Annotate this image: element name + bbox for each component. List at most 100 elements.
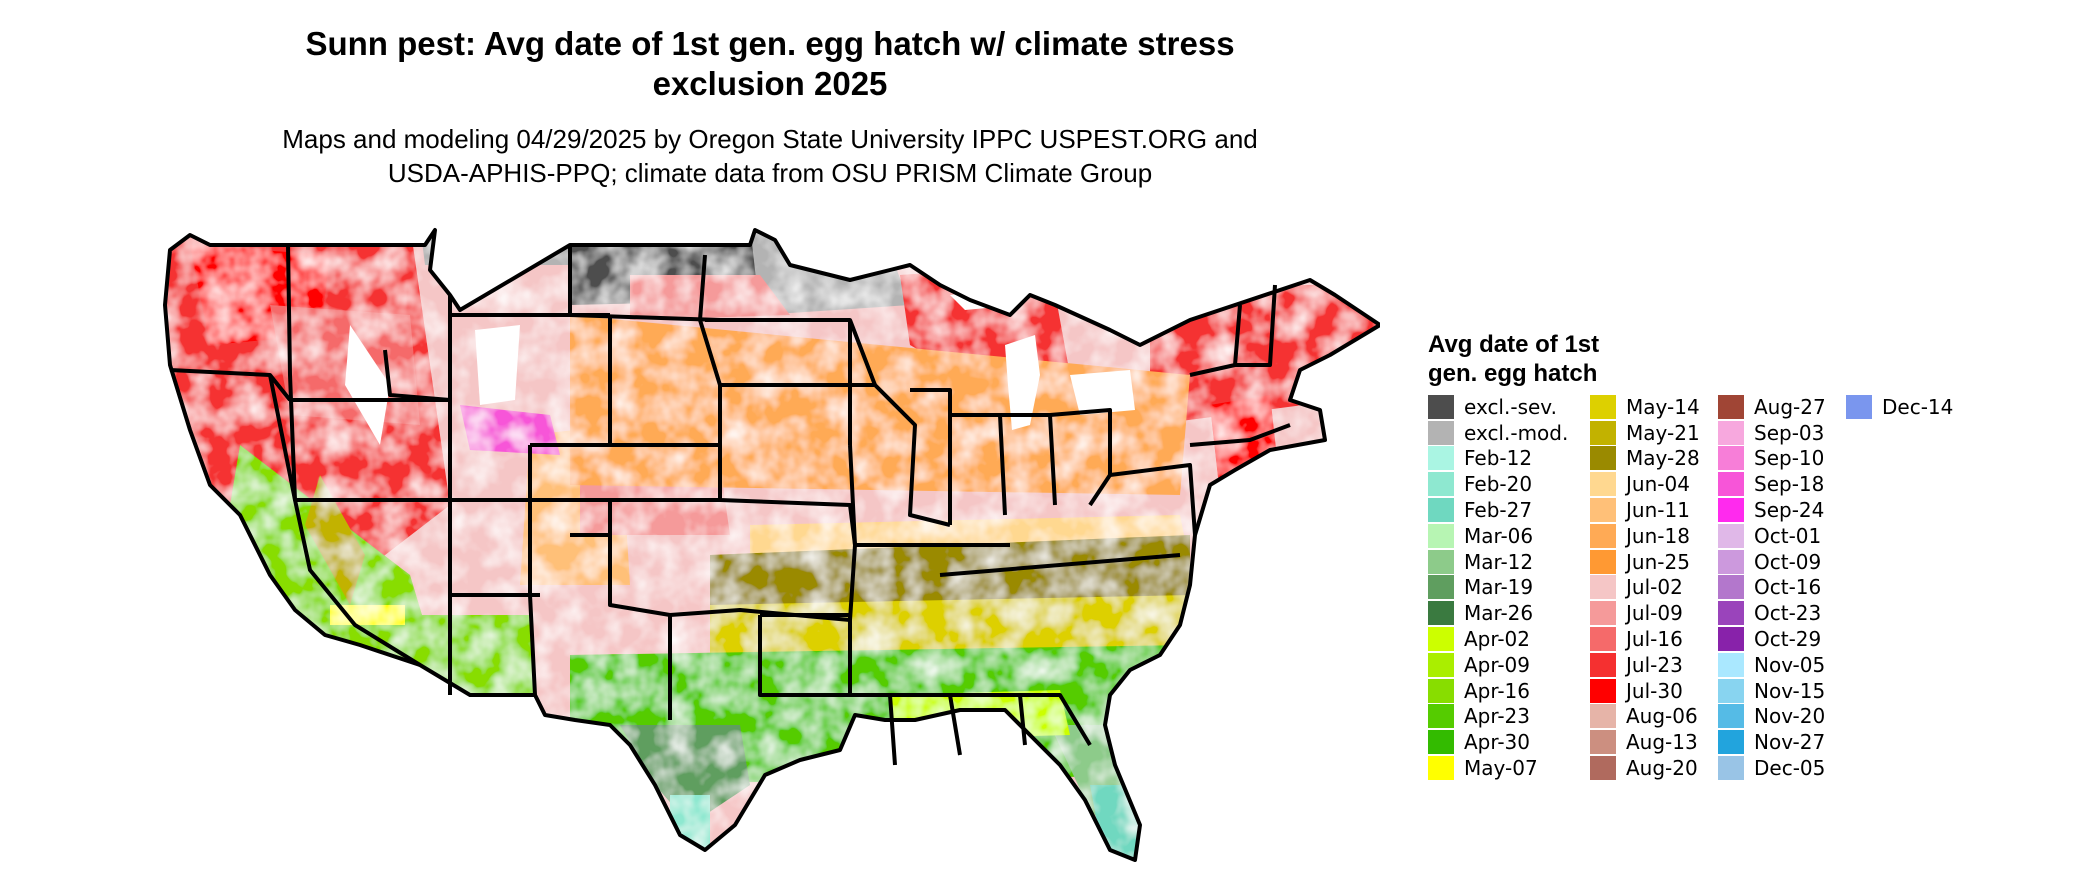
legend-column: Aug-27 Sep-03 Sep-10 Sep-18 Sep-24 Oct-01 Oct-…: [1718, 394, 1826, 781]
subtitle-line-2: USDA-APHIS-PPQ; climate data from OSU PR…: [387, 158, 1153, 188]
legend-item: Oct-09: [1718, 549, 1826, 575]
legend-item: excl.-sev.: [1428, 394, 1568, 420]
legend-swatch: [1718, 627, 1744, 652]
legend-swatch: [1428, 756, 1454, 781]
legend-item: Sep-24: [1718, 497, 1826, 523]
legend-item: Jul-09: [1590, 600, 1700, 626]
legend-item: Aug-06: [1590, 704, 1700, 730]
legend-label: excl.-sev.: [1464, 394, 1557, 419]
legend-label: Apr-30: [1464, 730, 1530, 755]
legend-item: Jun-04: [1590, 471, 1700, 497]
legend-label: Aug-13: [1626, 730, 1698, 755]
legend-swatch: [1428, 549, 1454, 574]
legend-label: Aug-27: [1754, 394, 1826, 419]
legend-swatch: [1428, 446, 1454, 471]
legend-swatch: [1718, 756, 1744, 781]
legend-label: May-28: [1626, 446, 1700, 471]
legend-item: May-14: [1590, 394, 1700, 420]
legend-item: Apr-23: [1428, 704, 1568, 730]
legend-label: Dec-14: [1882, 394, 1954, 419]
legend-item: Mar-19: [1428, 575, 1568, 601]
legend-swatch: [1718, 549, 1744, 574]
title-line-1: Sunn pest: Avg date of 1st gen. egg hatc…: [305, 25, 1235, 62]
legend-swatch: [1590, 523, 1616, 548]
legend-swatch: [1718, 730, 1744, 755]
legend-label: Jul-16: [1626, 627, 1683, 652]
legend-swatch: [1590, 575, 1616, 600]
legend-label: May-21: [1626, 420, 1700, 445]
legend-label: Apr-09: [1464, 652, 1530, 677]
legend-label: Mar-26: [1464, 601, 1534, 626]
legend-label: Mar-12: [1464, 549, 1534, 574]
legend-item: Jun-25: [1590, 549, 1700, 575]
legend-item: Nov-27: [1718, 729, 1826, 755]
legend-label: Dec-05: [1754, 756, 1826, 781]
legend-item: Sep-03: [1718, 420, 1826, 446]
legend-swatch: [1428, 394, 1454, 419]
legend-item: Oct-16: [1718, 575, 1826, 601]
legend-label: Oct-23: [1754, 601, 1822, 626]
legend-swatch: [1718, 420, 1744, 445]
legend-item: Nov-20: [1718, 704, 1826, 730]
legend-label: Oct-09: [1754, 549, 1822, 574]
legend-label: Jul-30: [1626, 678, 1683, 703]
legend-label: Apr-23: [1464, 704, 1530, 729]
legend-swatch: [1590, 730, 1616, 755]
legend-swatch: [1590, 498, 1616, 523]
legend-item: May-07: [1428, 755, 1568, 781]
legend-swatch: [1428, 498, 1454, 523]
legend-swatch: [1718, 652, 1744, 677]
legend-label: Jul-23: [1626, 652, 1683, 677]
title-line-2: exclusion 2025: [652, 65, 888, 102]
legend-label: Nov-15: [1754, 678, 1826, 703]
legend-item: Dec-05: [1718, 755, 1826, 781]
lake-huron-erie: [1070, 370, 1135, 415]
legend-item: Nov-05: [1718, 652, 1826, 678]
legend-label: Sep-03: [1754, 420, 1825, 445]
legend-swatch: [1718, 446, 1744, 471]
legend-label: Feb-12: [1464, 446, 1533, 471]
legend-item: Jul-16: [1590, 626, 1700, 652]
legend-label: Jul-02: [1626, 575, 1683, 600]
legend-item: Mar-12: [1428, 549, 1568, 575]
legend-swatch: [1428, 678, 1454, 703]
legend-title-line-1: Avg date of 1st: [1428, 331, 1600, 358]
legend-swatch: [1590, 394, 1616, 419]
legend-label: Aug-20: [1626, 756, 1698, 781]
legend-label: Mar-06: [1464, 523, 1534, 548]
legend-swatch: [1590, 627, 1616, 652]
legend-swatch: [1428, 627, 1454, 652]
legend-item: Sep-10: [1718, 446, 1826, 472]
legend-item: Jul-23: [1590, 652, 1700, 678]
legend-label: Mar-19: [1464, 575, 1534, 600]
legend-label: Oct-01: [1754, 523, 1822, 548]
legend-item: Mar-26: [1428, 600, 1568, 626]
legend-item: Jul-30: [1590, 678, 1700, 704]
legend-label: Sep-18: [1754, 472, 1825, 497]
map-subtitle: Maps and modeling 04/29/2025 by Oregon S…: [190, 122, 1350, 190]
legend-label: Sep-24: [1754, 498, 1825, 523]
legend-swatch: [1428, 575, 1454, 600]
legend-swatch: [1718, 704, 1744, 729]
legend-item: Oct-01: [1718, 523, 1826, 549]
legend-item: Nov-15: [1718, 678, 1826, 704]
legend-item: Feb-20: [1428, 471, 1568, 497]
legend-label: Jul-09: [1626, 601, 1683, 626]
legend-swatch: [1428, 523, 1454, 548]
legend-item: Dec-14: [1846, 394, 1953, 420]
legend-label: Sep-10: [1754, 446, 1825, 471]
legend-label: Oct-16: [1754, 575, 1822, 600]
us-egg-hatch-map: [163, 228, 1380, 862]
legend-item: Sep-18: [1718, 471, 1826, 497]
legend-title: Avg date of 1st gen. egg hatch: [1428, 330, 1599, 388]
legend-swatch: [1428, 472, 1454, 497]
legend-item: Apr-09: [1428, 652, 1568, 678]
legend-item: Apr-16: [1428, 678, 1568, 704]
legend-label: Aug-06: [1626, 704, 1698, 729]
legend-swatch: [1590, 601, 1616, 626]
legend-item: Jul-02: [1590, 575, 1700, 601]
lake-michigan: [1005, 335, 1040, 430]
legend-label: Oct-29: [1754, 627, 1822, 652]
legend-item: Feb-12: [1428, 446, 1568, 472]
legend-label: Feb-27: [1464, 498, 1533, 523]
